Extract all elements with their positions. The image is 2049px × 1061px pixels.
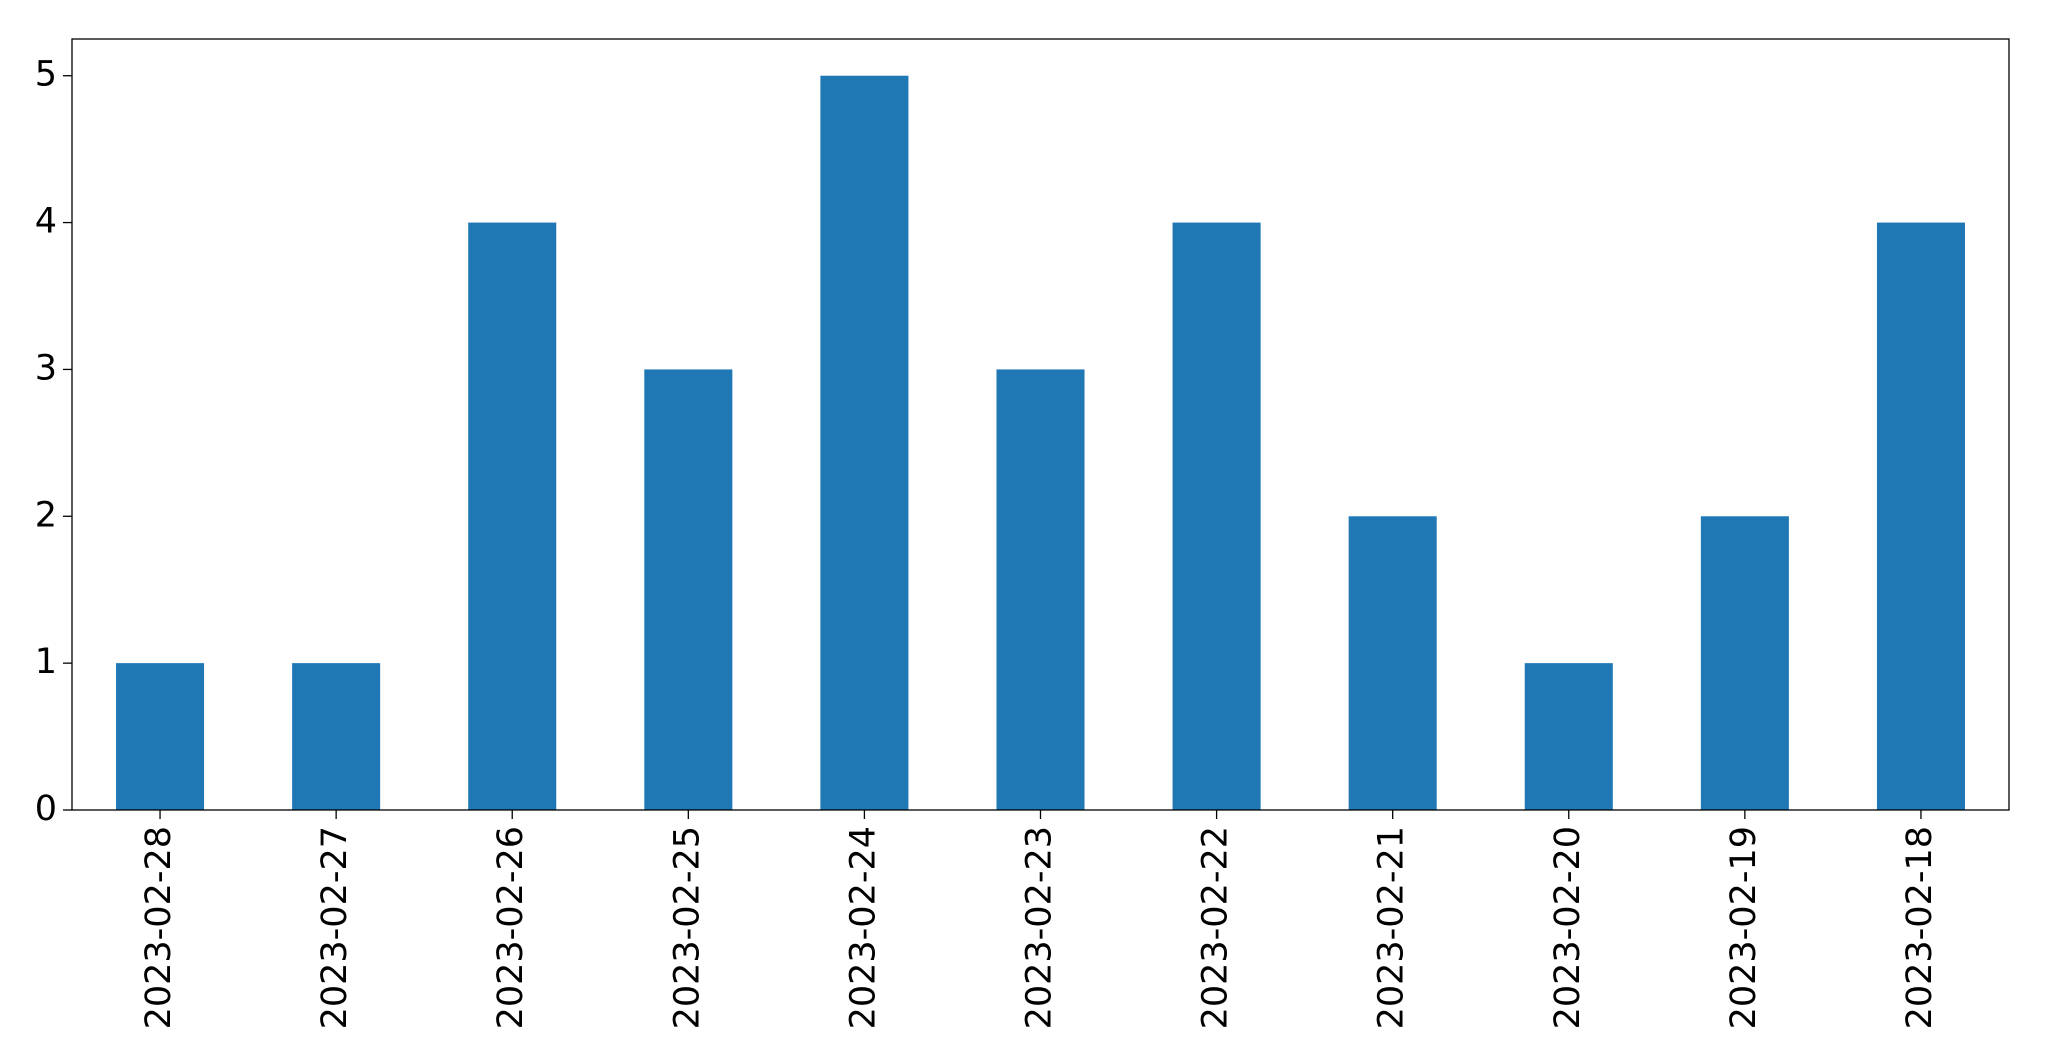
x-tick-label: 2023-02-19 <box>1724 826 1764 1029</box>
y-tick-label: 4 <box>35 202 57 242</box>
bar <box>996 369 1085 810</box>
x-tick-label: 2023-02-18 <box>1900 826 1940 1029</box>
bar <box>1876 222 1965 811</box>
y-tick-label: 3 <box>35 348 57 388</box>
x-tick-label: 2023-02-26 <box>491 826 531 1029</box>
y-tick-label: 2 <box>35 495 57 535</box>
x-tick-label: 2023-02-20 <box>1548 826 1588 1029</box>
bar <box>1348 516 1437 810</box>
y-tick-label: 0 <box>35 789 57 829</box>
x-tick-label: 2023-02-27 <box>315 826 355 1029</box>
x-tick-label: 2023-02-21 <box>1372 826 1412 1029</box>
x-tick-label: 2023-02-28 <box>139 826 179 1029</box>
x-tick-label: 2023-02-25 <box>667 826 707 1029</box>
x-tick-label: 2023-02-22 <box>1196 826 1236 1029</box>
x-tick-label: 2023-02-23 <box>1020 826 1060 1029</box>
bar <box>1700 516 1789 810</box>
bar <box>1172 222 1261 811</box>
bar <box>1524 663 1613 810</box>
bar <box>116 663 205 810</box>
bar <box>644 369 733 810</box>
bar <box>820 75 909 810</box>
bar <box>292 663 381 810</box>
y-tick-label: 5 <box>35 55 57 95</box>
x-tick-label: 2023-02-24 <box>843 826 883 1029</box>
y-tick-label: 1 <box>35 642 57 682</box>
plot-frame <box>71 38 2010 811</box>
bar <box>468 222 557 811</box>
